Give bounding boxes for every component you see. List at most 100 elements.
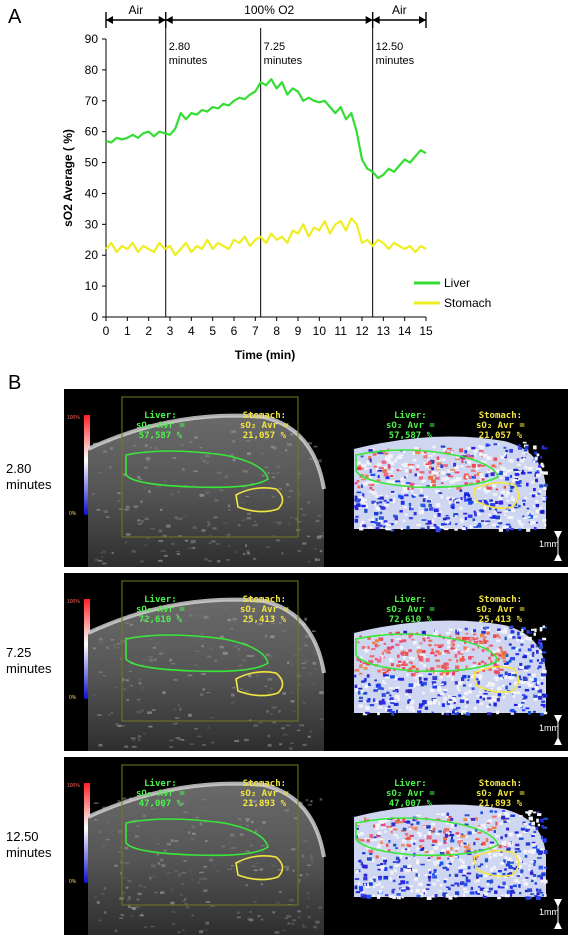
pa-pixel: [532, 677, 537, 682]
pa-pixel: [439, 652, 445, 655]
speckle: [122, 797, 127, 800]
pa-pixel: [438, 864, 442, 867]
pa-pixel: [483, 453, 489, 456]
speckle: [177, 804, 183, 807]
pa-pixel: [494, 634, 500, 638]
pa-pixel: [526, 630, 530, 634]
pa-pixel: [424, 706, 429, 710]
pa-pixel: [470, 666, 474, 669]
pa-pixel: [520, 523, 525, 526]
pa-pixel: [448, 628, 454, 631]
speckle: [183, 811, 188, 814]
pa-pixel: [384, 894, 389, 897]
pa-pixel: [467, 831, 472, 835]
scale-arrow-top: [554, 531, 562, 539]
pa-pixel: [390, 879, 395, 882]
pa-pixel: [410, 661, 413, 665]
pa-pixel: [404, 475, 407, 479]
pa-pixel: [393, 514, 398, 518]
pa-pixel: [447, 700, 452, 703]
pa-pixel: [503, 843, 507, 847]
liver-readout-pa-line: Liver:: [394, 411, 427, 421]
pa-pixel: [485, 473, 489, 478]
speckle: [162, 534, 167, 537]
pa-pixel: [508, 857, 512, 861]
pa-pixel: [359, 672, 363, 675]
row-time-label: 2.80 minutes: [6, 461, 58, 493]
speckle: [92, 493, 95, 496]
speckle: [161, 864, 166, 867]
pa-pixel: [535, 503, 540, 508]
pa-pixel: [454, 852, 458, 855]
pa-pixel: [355, 688, 360, 692]
pa-pixel: [456, 833, 460, 837]
pa-pixel: [515, 860, 519, 863]
speckle: [130, 737, 136, 740]
pa-pixel: [434, 471, 439, 475]
pa-pixel: [543, 817, 549, 820]
pa-pixel: [375, 883, 380, 886]
pa-pixel: [396, 893, 401, 896]
pa-pixel: [405, 886, 410, 891]
stomach-outline: [235, 855, 284, 881]
legend-entry-stomach: Stomach: [444, 296, 491, 310]
pa-pixel: [395, 694, 400, 699]
pa-pixel: [383, 520, 388, 523]
pa-pixel: [470, 636, 474, 640]
pa-pixel: [489, 841, 495, 844]
speckle: [237, 647, 241, 651]
pa-pixel: [526, 828, 531, 831]
pa-pixel: [478, 826, 481, 831]
row-time-unit: minutes: [6, 845, 52, 860]
y-tick-label: 0: [91, 310, 98, 324]
pa-pixel: [409, 656, 414, 660]
pa-pixel: [463, 842, 467, 845]
pa-pixel: [404, 468, 409, 473]
pa-pixel: [360, 655, 363, 660]
pa-pixel: [409, 482, 415, 487]
pa-pixel: [503, 485, 507, 489]
pa-pixel: [404, 462, 408, 467]
pa-pixel: [446, 497, 450, 500]
speckle: [99, 501, 102, 503]
pa-pixel: [363, 667, 368, 670]
pa-pixel: [432, 685, 438, 689]
pa-pixel: [523, 882, 529, 886]
phase-label: 100% O2: [244, 3, 294, 17]
pa-pixel: [504, 856, 508, 860]
speckle: [240, 833, 244, 836]
speckle: [278, 710, 281, 713]
pa-pixel: [383, 472, 389, 477]
pa-pixel: [404, 651, 409, 656]
pa-pixel: [534, 451, 538, 455]
pa-pixel: [518, 504, 521, 508]
pa-pixel: [534, 882, 537, 885]
pa-pixel: [497, 628, 501, 631]
pa-pixel: [426, 835, 432, 840]
pa-pixel: [424, 495, 429, 499]
speckle: [296, 456, 299, 460]
pa-pixel: [438, 830, 442, 833]
speckle: [289, 621, 294, 623]
pa-pixel: [523, 695, 528, 699]
pa-pixel: [486, 456, 492, 461]
pa-pixel: [505, 523, 511, 526]
pa-pixel: [447, 887, 451, 891]
pa-pixel: [400, 477, 405, 481]
pa-pixel: [433, 514, 436, 519]
speckle: [163, 849, 167, 852]
speckle: [312, 652, 317, 655]
pa-pixel: [493, 650, 497, 654]
pa-pixel: [516, 463, 521, 467]
speckle: [223, 522, 229, 524]
pa-pixel: [455, 665, 460, 670]
pa-pixel: [446, 850, 450, 855]
pa-pixel: [369, 469, 372, 474]
pa-pixel: [375, 684, 381, 688]
pa-pixel: [433, 863, 437, 866]
speckle: [306, 873, 309, 876]
pa-pixel: [369, 486, 373, 490]
pa-pixel: [368, 849, 374, 854]
pa-pixel: [536, 846, 539, 849]
pa-pixel: [375, 517, 378, 522]
